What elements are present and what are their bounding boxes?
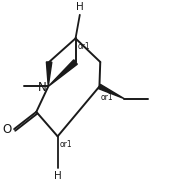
Text: N: N [38, 81, 46, 94]
Polygon shape [48, 60, 77, 86]
Text: or1: or1 [100, 93, 113, 102]
Text: H: H [76, 2, 84, 12]
Text: O: O [2, 123, 11, 136]
Text: or1: or1 [77, 42, 90, 51]
Text: H: H [54, 171, 61, 181]
Text: or1: or1 [59, 140, 72, 149]
Polygon shape [99, 84, 124, 99]
Polygon shape [46, 62, 52, 86]
